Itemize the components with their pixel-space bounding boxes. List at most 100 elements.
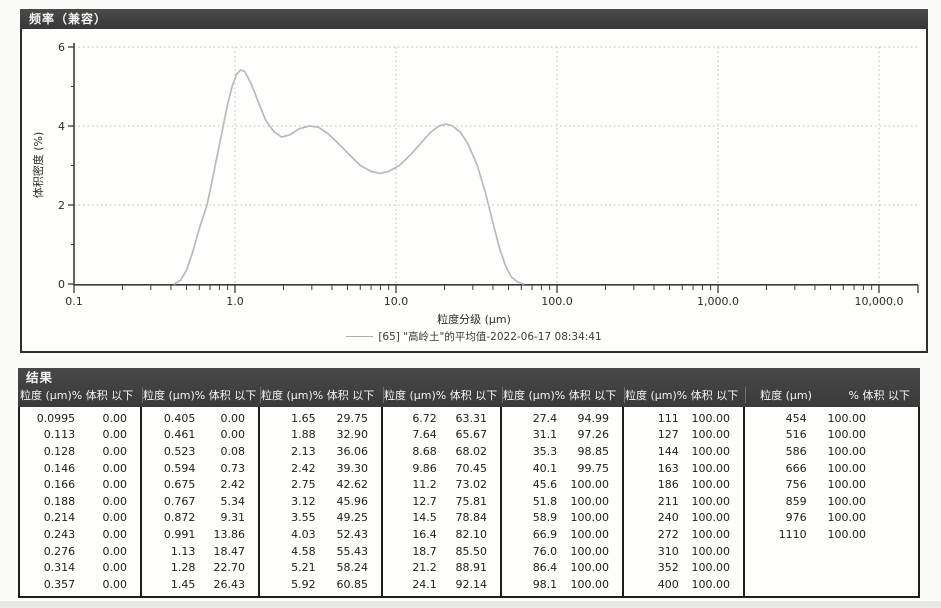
results-column-header-group: 粒度 (μm)% 体积 以下 [502, 387, 624, 403]
cell-volume-percent-below: 92.14 [455, 577, 488, 591]
table-row: 0.872 9.31 [142, 510, 258, 527]
cell-volume-percent-below: 82.10 [455, 527, 488, 541]
size-column-header: 粒度 (μm) [384, 389, 436, 402]
y-tick-label: 2 [58, 199, 65, 212]
cell-volume-percent-below: 78.84 [455, 511, 488, 525]
table-row: 6.72 63.31 [383, 410, 500, 427]
table-row: 2.42 39.30 [260, 460, 381, 477]
cell-volume-percent-below: 60.85 [336, 577, 369, 591]
table-row: 1.65 29.75 [260, 410, 381, 427]
cell-volume-percent-below: 0.00 [102, 494, 128, 508]
table-row: 163 100.00 [624, 460, 743, 477]
table-row: 40.1 99.75 [502, 460, 622, 477]
cell-particle-size: 186 [657, 478, 679, 492]
cell-particle-size: 1110 [778, 527, 807, 541]
cell-particle-size: 76.0 [532, 544, 558, 558]
legend-label: [65] "高岭土"的平均值-2022-06-17 08:34:41 [378, 331, 602, 343]
percent-below-column-header: % 体积 以下 [554, 389, 617, 402]
table-row: 0.276 0.00 [20, 543, 140, 560]
cell-particle-size: 1.88 [291, 428, 316, 442]
results-column-header-group: 粒度 (μm)% 体积 以下 [624, 387, 745, 403]
cell-particle-size: 0.276 [43, 544, 76, 558]
cell-particle-size: 7.64 [412, 428, 437, 442]
x-tick-label: 10.0 [384, 295, 409, 307]
cell-volume-percent-below: 100.00 [691, 461, 731, 475]
table-row: 454 100.00 [745, 410, 879, 427]
percent-below-column-header: % 体积 以下 [848, 389, 910, 402]
cell-volume-percent-below: 100.00 [570, 478, 610, 492]
x-tick-label: 1,000.0 [697, 295, 739, 307]
cell-volume-percent-below: 0.00 [102, 461, 128, 475]
cell-particle-size: 58.9 [532, 511, 558, 525]
cell-volume-percent-below: 13.86 [213, 527, 246, 541]
cell-particle-size: 21.2 [412, 561, 437, 575]
cell-particle-size: 0.523 [163, 444, 196, 458]
table-row: 127 100.00 [624, 427, 743, 444]
cell-particle-size: 272 [657, 527, 679, 541]
results-panel: 结果 粒度 (μm)% 体积 以下 粒度 (μm)% 体积 以下 粒度 (μm)% … [18, 368, 920, 598]
cell-volume-percent-below: 0.00 [220, 428, 246, 442]
table-row: 0.675 2.42 [142, 476, 258, 493]
cell-particle-size: 0.594 [163, 461, 196, 475]
cell-volume-percent-below: 22.70 [213, 561, 246, 575]
table-column-group: 454 100.00 516 100.00 586 100.00 666 100.00 756 1… [745, 407, 918, 596]
cell-volume-percent-below: 100.00 [827, 478, 867, 492]
table-row: 51.8 100.00 [502, 493, 622, 510]
percent-below-column-header: % 体积 以下 [194, 389, 257, 402]
cell-volume-percent-below: 97.26 [577, 428, 610, 442]
table-row: 76.0 100.00 [502, 543, 622, 560]
cell-volume-percent-below: 98.85 [577, 444, 610, 458]
cell-particle-size: 1.28 [170, 561, 196, 575]
cell-volume-percent-below: 100.00 [691, 428, 731, 442]
percent-below-column-header: % 体积 以下 [312, 389, 375, 402]
cell-volume-percent-below: 99.75 [577, 461, 610, 475]
cell-volume-percent-below: 0.00 [102, 411, 128, 425]
cell-particle-size: 0.461 [163, 428, 196, 442]
cell-volume-percent-below: 100.00 [570, 561, 610, 575]
cell-particle-size: 3.55 [291, 511, 316, 525]
table-row: 756 100.00 [745, 476, 879, 493]
cell-volume-percent-below: 100.00 [570, 544, 610, 558]
cell-particle-size: 163 [657, 461, 679, 475]
table-row: 2.13 36.06 [260, 443, 381, 460]
results-column-headers: 粒度 (μm)% 体积 以下 粒度 (μm)% 体积 以下 粒度 (μm)% 体积 … [18, 386, 920, 407]
chart-area: 0 2 4 6 0.1 1.0 10.0 100.0 1,000.0 10,000.0 体积密度 (… [20, 29, 928, 353]
y-tick-label: 0 [58, 278, 65, 291]
table-row: 1.88 32.90 [260, 427, 381, 444]
table-row: 2.75 42.62 [260, 476, 381, 493]
cell-particle-size: 5.21 [291, 561, 316, 575]
cell-particle-size: 4.58 [291, 544, 316, 558]
legend-line-swatch [346, 336, 374, 337]
cell-particle-size: 24.1 [412, 577, 437, 591]
cell-volume-percent-below: 100.00 [570, 511, 610, 525]
table-row: 111 100.00 [624, 410, 743, 427]
table-row: 352 100.00 [624, 559, 743, 576]
table-row: 0.357 0.00 [20, 576, 140, 593]
table-row: 859 100.00 [745, 493, 879, 510]
table-row: 66.9 100.00 [502, 526, 622, 543]
y-tick-label: 6 [58, 41, 65, 54]
table-row: 516 100.00 [745, 427, 879, 444]
cell-particle-size: 40.1 [532, 461, 558, 475]
cell-volume-percent-below: 73.02 [455, 478, 488, 492]
results-column-header-group: 粒度 (μm)% 体积 以下 [142, 387, 260, 403]
table-row: 0.166 0.00 [20, 476, 140, 493]
table-row: 186 100.00 [624, 476, 743, 493]
table-row: 31.1 97.26 [502, 427, 622, 444]
table-row: 0.405 0.00 [142, 410, 258, 427]
cell-particle-size: 1.13 [170, 544, 196, 558]
table-row: 0.113 0.00 [20, 427, 140, 444]
x-tick-label: 10,000.0 [855, 295, 904, 307]
size-column-header: 粒度 (μm) [625, 389, 677, 402]
cell-particle-size: 6.72 [412, 411, 437, 425]
cell-volume-percent-below: 100.00 [827, 461, 867, 475]
size-column-header: 粒度 (μm) [20, 389, 72, 402]
cell-volume-percent-below: 32.90 [336, 428, 369, 442]
table-row: 0.188 0.00 [20, 493, 140, 510]
cell-particle-size: 11.2 [412, 478, 437, 492]
percent-below-column-header: % 体积 以下 [676, 389, 739, 402]
cell-particle-size: 18.7 [412, 544, 437, 558]
table-row: 0.991 13.86 [142, 526, 258, 543]
cell-volume-percent-below: 100.00 [691, 444, 731, 458]
cell-volume-percent-below: 42.62 [336, 478, 369, 492]
